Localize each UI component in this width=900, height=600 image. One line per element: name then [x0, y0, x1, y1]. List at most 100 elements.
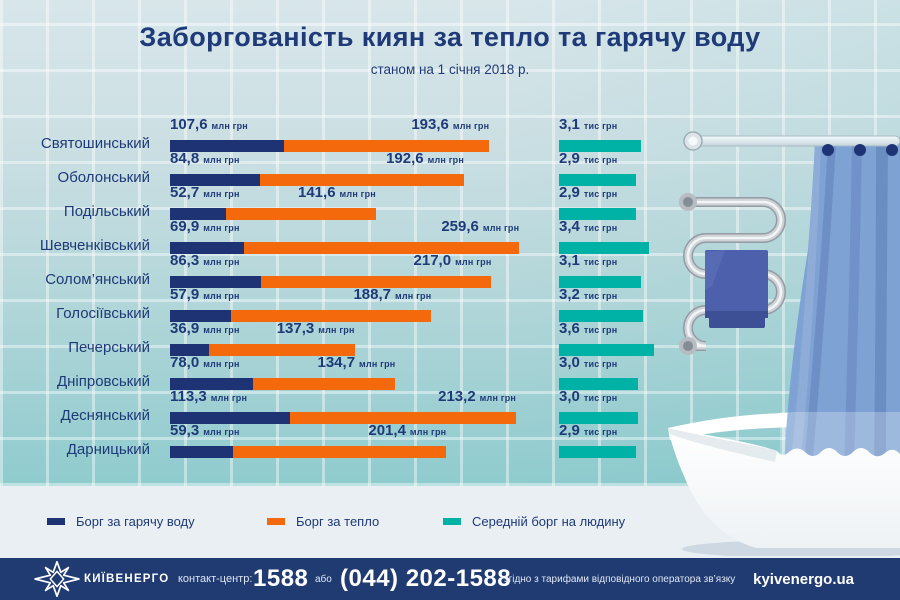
chart-row: Оболонський 84,8 млн грн 192,6 млн грн 2,9 тис… — [0, 150, 900, 188]
heat-value-unit: млн грн — [427, 155, 465, 165]
avg-debt-value-number: 3,6 — [559, 320, 580, 337]
heat-value: 188,7 млн грн — [261, 286, 431, 306]
heat-bar — [261, 276, 492, 288]
hot-water-value: 113,3 млн грн — [170, 388, 247, 408]
heat-value: 217,0 млн грн — [321, 252, 492, 272]
heat-bar — [209, 344, 355, 356]
district-label: Деснянський — [60, 407, 150, 424]
district-label: Подільський — [63, 203, 150, 220]
hot-water-value-number: 78,0 — [170, 354, 200, 371]
legend-label: Борг за тепло — [296, 513, 380, 529]
heat-value-unit: млн грн — [409, 427, 447, 437]
avg-debt-value: 3,1 тис грн — [559, 252, 617, 272]
hot-water-value-unit: млн грн — [203, 359, 240, 369]
curtain-rod-illustration — [683, 131, 900, 156]
hot-water-value: 57,9 млн грн — [170, 286, 240, 306]
or-label: або — [315, 573, 332, 585]
avg-debt-value: 2,9 тис грн — [559, 422, 617, 442]
heat-value-unit: млн грн — [479, 393, 517, 403]
chart-legend: Борг за гарячу воду Борг за тепло Середній… — [0, 511, 900, 531]
avg-debt-bar — [559, 208, 636, 220]
hot-water-value-number: 36,9 — [170, 320, 200, 337]
legend-item: Борг за тепло — [267, 511, 379, 531]
avg-debt-value-unit: тис грн — [583, 257, 618, 267]
legend-swatch — [443, 517, 461, 525]
avg-debt-bar — [559, 140, 641, 152]
heat-value-number: 259,6 — [441, 218, 479, 235]
heat-value-unit: млн грн — [339, 189, 376, 199]
debt-bar-chart: Святошинський 107,6 млн грн 193,6 млн грн 3,1… — [0, 116, 900, 458]
avg-debt-bar — [559, 310, 644, 322]
avg-debt-value-number: 3,1 — [559, 116, 580, 133]
hot-water-bar — [170, 446, 233, 458]
hot-water-value-number: 113,3 — [170, 388, 207, 405]
avg-debt-value-unit: тис грн — [583, 359, 618, 369]
hot-water-value-unit: млн грн — [203, 427, 240, 437]
avg-debt-value: 2,9 тис грн — [559, 150, 617, 170]
chart-row: Солом’янський 86,3 млн грн 217,0 млн грн 3,1 т… — [0, 252, 900, 290]
district-label: Печерський — [68, 339, 150, 356]
heat-value-number: 192,6 — [386, 150, 424, 167]
avg-debt-value-number: 2,9 — [559, 184, 580, 201]
avg-debt-value-number: 3,0 — [559, 354, 580, 371]
heat-value-unit: млн грн — [359, 359, 396, 369]
heat-value-unit: млн грн — [482, 223, 520, 233]
hot-water-value-unit: млн грн — [210, 393, 248, 403]
avg-debt-value-unit: тис грн — [583, 325, 618, 335]
heat-value-number: 213,2 — [438, 388, 476, 405]
heat-bar — [225, 208, 376, 220]
avg-debt-value-unit: тис грн — [583, 189, 618, 199]
website-link[interactable]: kyivenergo.ua — [753, 570, 854, 588]
heat-value-number: 141,6 — [298, 184, 336, 201]
chart-row: Голосіївський 57,9 млн грн 188,7 млн грн 3,2 т… — [0, 286, 900, 324]
heat-bar — [231, 310, 432, 322]
chart-row: Дніпровський 78,0 млн грн 134,7 млн грн 3,0 ти… — [0, 354, 900, 392]
avg-debt-bar — [559, 174, 636, 186]
hot-water-bar — [170, 208, 226, 220]
avg-debt-value-unit: тис грн — [583, 155, 618, 165]
district-label: Солом’янський — [45, 271, 150, 288]
hot-water-value: 86,3 млн грн — [170, 252, 240, 272]
heat-bar — [259, 174, 465, 186]
legend-item: Борг за гарячу воду — [47, 511, 195, 531]
hot-water-value-unit: млн грн — [203, 325, 240, 335]
brand-name: КИЇВЕНЕРГО — [84, 573, 170, 585]
heat-value-number: 201,4 — [368, 422, 406, 439]
avg-debt-bar — [559, 344, 655, 356]
legend-swatch — [47, 517, 65, 525]
avg-debt-value-number: 2,9 — [559, 150, 580, 167]
heat-value: 213,2 млн грн — [346, 388, 516, 408]
heat-bar — [284, 140, 490, 152]
bathroom-illustration — [668, 131, 900, 556]
hot-water-value: 59,3 млн грн — [170, 422, 240, 442]
avg-debt-value: 3,0 тис грн — [559, 388, 617, 408]
hot-water-value-number: 84,8 — [170, 150, 200, 167]
hot-water-bar — [170, 344, 210, 356]
heat-value: 192,6 млн грн — [294, 150, 464, 170]
hot-water-value-unit: млн грн — [203, 291, 240, 301]
avg-debt-value: 3,0 тис грн — [559, 354, 617, 374]
heat-value-number: 188,7 — [353, 286, 391, 303]
heat-bar — [232, 446, 447, 458]
kyivenergo-logo-icon — [34, 558, 80, 600]
heat-bar — [244, 242, 520, 254]
chart-row: Подільський 52,7 млн грн 141,6 млн грн 2,9 тис… — [0, 184, 900, 222]
avg-debt-value-unit: тис грн — [583, 223, 618, 233]
hot-water-value: 69,9 млн грн — [170, 218, 240, 238]
hot-water-bar — [170, 174, 260, 186]
district-label: Дарницький — [66, 441, 150, 458]
page-title: Заборгованість киян за тепло та гарячу в… — [139, 22, 761, 52]
hot-water-value: 84,8 млн грн — [170, 150, 240, 170]
heat-value: 193,6 млн грн — [319, 116, 489, 136]
avg-debt-value-number: 2,9 — [559, 422, 580, 439]
heat-bar — [290, 412, 517, 424]
hot-water-value: 107,6 млн грн — [170, 116, 248, 136]
avg-debt-bar — [559, 276, 641, 288]
hot-water-value: 52,7 млн грн — [170, 184, 240, 204]
hot-water-value-unit: млн грн — [203, 189, 240, 199]
hot-water-bar — [170, 378, 253, 390]
avg-debt-value: 3,2 тис грн — [559, 286, 617, 306]
heat-value-unit: млн грн — [452, 121, 490, 131]
hot-water-value-number: 57,9 — [170, 286, 200, 303]
hot-water-bar — [170, 412, 291, 424]
